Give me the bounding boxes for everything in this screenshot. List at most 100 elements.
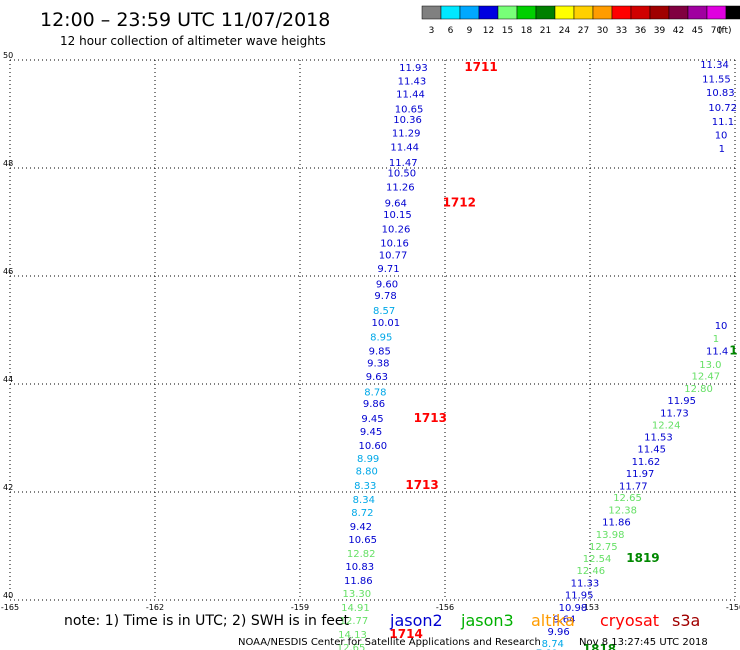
swh-label: 13.0 xyxy=(699,360,721,371)
swh-label: 12.54 xyxy=(583,554,612,565)
swh-label: 9.85 xyxy=(369,346,391,357)
time-label: 1 xyxy=(729,343,737,357)
swh-label: 8.95 xyxy=(370,332,392,343)
legend-label: 27 xyxy=(578,26,589,36)
swh-label: 10.72 xyxy=(708,103,737,114)
swh-label: 12.80 xyxy=(684,384,713,395)
satellite-label: jason3 xyxy=(460,611,514,630)
legend-swatch xyxy=(459,5,480,20)
time-label: 1713 xyxy=(405,478,438,492)
satellite-label: s3a xyxy=(672,611,700,630)
swh-label: 12.75 xyxy=(589,542,618,553)
swh-label: 11.77 xyxy=(619,481,648,492)
legend-swatch xyxy=(554,5,575,20)
chart-subtitle: 12 hour collection of altimeter wave hei… xyxy=(60,34,326,48)
swh-label: 8.57 xyxy=(373,306,395,317)
satellite-legend: jason2 jason3 altika cryosat s3a xyxy=(389,611,700,630)
legend-label: 36 xyxy=(635,26,647,36)
swh-label: 14.91 xyxy=(341,603,370,614)
x-tick-label: -162 xyxy=(146,603,164,612)
legend-swatch xyxy=(535,5,556,20)
swh-label: 9.63 xyxy=(366,372,388,383)
swh-label: 10 xyxy=(715,321,728,332)
time-label: 1712 xyxy=(443,195,476,209)
swh-label: 10.01 xyxy=(372,318,401,329)
swh-label: 8.78 xyxy=(364,387,386,398)
footer-note: note: 1) Time is in UTC; 2) SWH is in fe… xyxy=(64,613,350,629)
swh-label: 10.83 xyxy=(706,88,735,99)
time-label: 1714 xyxy=(389,627,422,641)
swh-label: 10 xyxy=(715,130,728,141)
y-tick-label: 44 xyxy=(3,375,13,384)
chart-title: 12:00 – 23:59 UTC 11/07/2018 xyxy=(40,9,330,31)
swh-label: 11.34 xyxy=(700,60,729,71)
swh-label: 12.38 xyxy=(608,506,637,517)
swh-label: 9.42 xyxy=(350,522,372,533)
swh-label: 8.34 xyxy=(353,495,375,506)
legend-swatch xyxy=(592,5,613,20)
legend-label: 24 xyxy=(559,26,571,36)
legend-label: 30 xyxy=(597,26,609,36)
footer-credit: NOAA/NESDIS Center for Satellite Applica… xyxy=(238,637,541,648)
legend-label: 3 xyxy=(429,26,435,36)
legend-swatch xyxy=(497,5,518,20)
swh-label: 8.72 xyxy=(351,508,373,519)
y-tick-label: 40 xyxy=(3,591,13,600)
legend-swatch xyxy=(440,5,461,20)
swh-label: 8.80 xyxy=(356,467,378,478)
x-tick-label: -165 xyxy=(1,603,19,612)
swh-label: 8.99 xyxy=(357,454,379,465)
swh-label: 9.96 xyxy=(547,627,569,638)
legend-label: 45 xyxy=(692,26,703,36)
swh-label: 11.95 xyxy=(565,590,594,601)
time-label: 1819 xyxy=(626,551,659,565)
legend-label: 6 xyxy=(448,26,454,36)
swh-label: 12.65 xyxy=(337,643,366,650)
swh-label: 11.44 xyxy=(396,89,425,100)
swh-label: 11.86 xyxy=(602,517,631,528)
swh-label: 11.73 xyxy=(660,408,689,419)
swh-label: 10.60 xyxy=(358,441,387,452)
swh-label: 10.65 xyxy=(395,104,424,115)
swh-label: 10.65 xyxy=(348,535,377,546)
legend-label: 42 xyxy=(673,26,684,36)
swh-label: 11.62 xyxy=(632,457,661,468)
time-label: 1818 xyxy=(583,642,616,650)
swh-label: 9.78 xyxy=(374,291,396,302)
swh-label: 11.43 xyxy=(398,76,427,87)
legend-swatch xyxy=(649,5,670,20)
legend-swatch xyxy=(668,5,689,20)
swh-label: 1 xyxy=(713,334,719,345)
x-tick-label: -156 xyxy=(436,603,454,612)
swh-label: 9.38 xyxy=(367,359,389,370)
legend-swatch xyxy=(725,5,740,20)
legend-swatch xyxy=(516,5,537,20)
swh-label: 11.1 xyxy=(712,117,734,128)
swh-label: 12.24 xyxy=(652,420,681,431)
swh-label: 10.83 xyxy=(345,562,374,573)
swh-label: 10.50 xyxy=(387,169,416,180)
legend-label: 21 xyxy=(540,26,551,36)
time-label: 1711 xyxy=(464,60,497,74)
swh-label: 11.53 xyxy=(644,433,673,444)
swh-label: 7.81 xyxy=(536,649,558,650)
swh-label: 14.13 xyxy=(338,630,367,641)
legend-swatch xyxy=(478,5,499,20)
swh-label: 11.86 xyxy=(344,576,373,587)
swh-label: 11.55 xyxy=(702,75,731,86)
swh-label: 11.4 xyxy=(706,346,728,357)
swh-label: 9.64 xyxy=(553,615,575,626)
swh-label: 11.29 xyxy=(392,129,421,140)
swh-label: 10.26 xyxy=(382,224,411,235)
swh-label: 1 xyxy=(719,144,725,155)
satellite-label: jason2 xyxy=(389,611,443,630)
swh-label: 10.98 xyxy=(559,603,588,614)
swh-label: 11.95 xyxy=(667,396,696,407)
legend-swatch xyxy=(421,5,442,20)
color-scale-legend: 3 6 9 12 15 18 21 24 27 30 33 36 39 42 45 70(ft) xyxy=(421,5,740,36)
lat-lon-grid xyxy=(9,59,736,601)
swh-label: 8.33 xyxy=(354,481,376,492)
y-tick-label: 50 xyxy=(3,51,13,60)
swh-label: 11.45 xyxy=(637,445,666,456)
